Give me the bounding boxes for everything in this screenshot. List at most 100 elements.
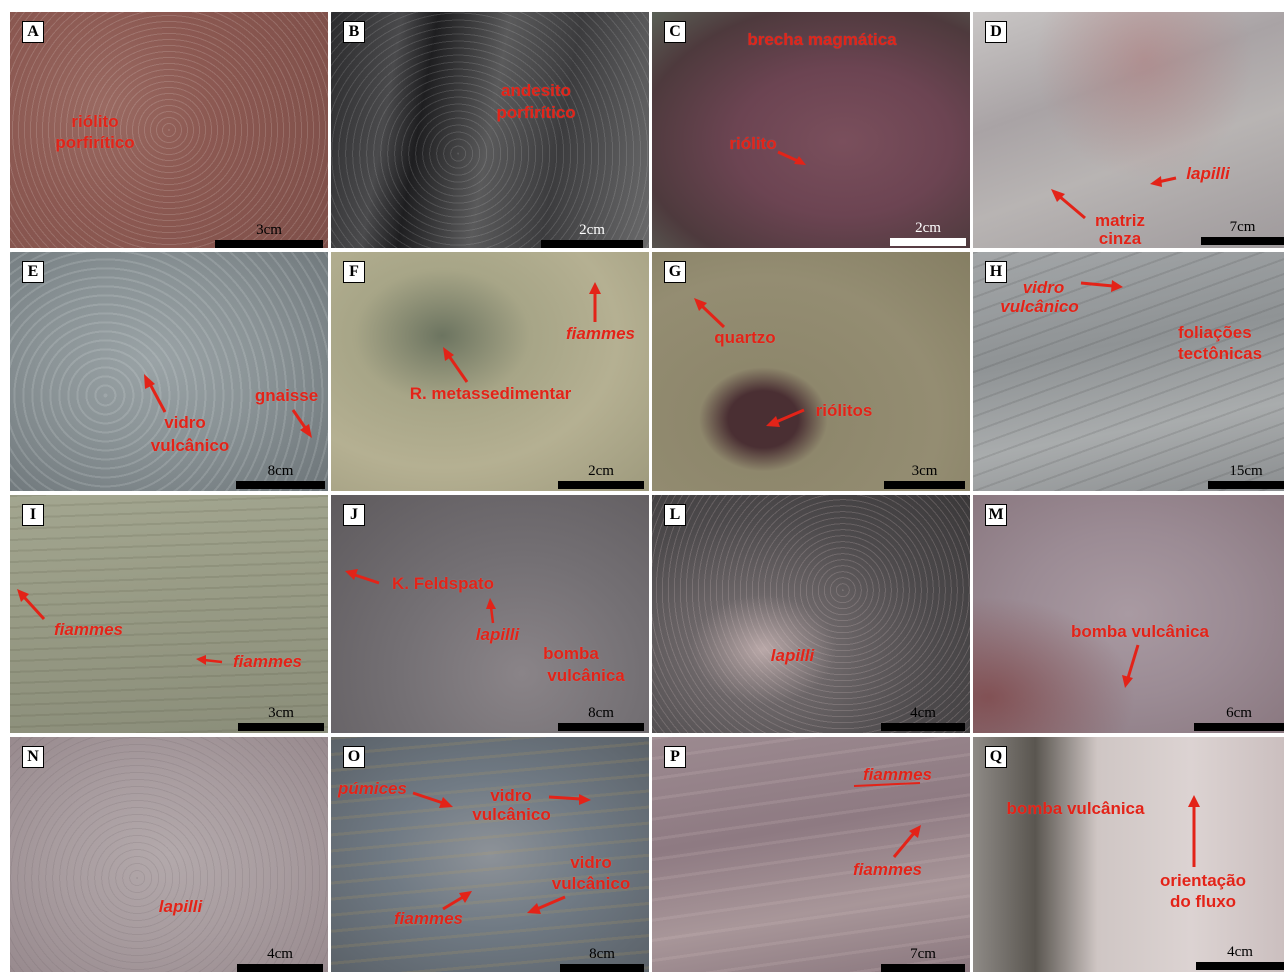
rock-photo (10, 12, 328, 248)
panel-letter: E (22, 261, 44, 283)
scale-bar: 3cm (884, 463, 965, 489)
label-lapilli: lapilli (158, 897, 203, 916)
panel-e: E vidro vulcânico gnaisse 8cm (10, 252, 328, 491)
panel-letter: G (664, 261, 686, 283)
label-k-feldspato: K. Feldspato (391, 574, 494, 593)
label-vidro: vidro (490, 786, 532, 805)
label-porfiritico: porfirítico (55, 133, 135, 152)
label-lapilli: lapilli (770, 646, 815, 665)
rock-photo (331, 12, 649, 248)
rock-photo (652, 252, 970, 491)
label-andesito: andesito (501, 81, 571, 100)
panel-letter: A (22, 21, 44, 43)
scale-bar: 8cm (558, 705, 644, 731)
label-vulcanico: vulcânico (551, 874, 631, 893)
rock-photo (10, 737, 328, 972)
panel-f: F fiammes R. metassedimentar 2cm (331, 252, 649, 491)
label-fiammes: fiammes (54, 620, 123, 639)
label-riolito: riólito (729, 134, 777, 153)
scale-bar: 3cm (238, 705, 324, 731)
panel-letter: L (664, 504, 686, 526)
label-fiammes: fiammes (863, 765, 932, 784)
rock-photo (331, 495, 649, 733)
panel-letter: M (985, 504, 1007, 526)
panel-letter: C (664, 21, 686, 43)
label-bomba: bomba (543, 644, 599, 663)
scale-bar: 8cm (560, 946, 644, 972)
panel-letter: N (22, 746, 44, 768)
label-brecha-magmatica: brecha magmática (747, 30, 897, 49)
label-gnaisse: gnaisse (254, 386, 319, 405)
scale-bar: 4cm (1196, 944, 1284, 970)
label-vulcanico: vulcânico (472, 805, 551, 824)
label-r-metassedimentar: R. metassedimentar (409, 384, 572, 403)
label-riolito: riólito (71, 112, 119, 131)
panel-b: B andesito porfirítico 2cm (331, 12, 649, 248)
panel-g: G quartzo riólitos 3cm (652, 252, 970, 491)
label-fiammes: fiammes (853, 860, 922, 879)
panel-c: C brecha magmática riólito 2cm (652, 12, 970, 248)
label-riolitos: riólitos (815, 401, 873, 420)
scale-bar: 2cm (890, 220, 966, 246)
panel-n: N lapilli 4cm (10, 737, 328, 972)
panel-letter: P (664, 746, 686, 768)
label-lapilli: lapilli (1186, 164, 1230, 183)
panel-letter: F (343, 261, 365, 283)
scale-bar: 7cm (1201, 219, 1284, 245)
panel-letter: O (343, 746, 365, 768)
label-fiammes: fiammes (394, 909, 463, 928)
label-vulcanico: vulcânico (1000, 297, 1079, 316)
scale-bar: 4cm (881, 705, 965, 731)
scale-bar: 3cm (215, 222, 323, 248)
panel-letter: D (985, 21, 1007, 43)
rock-photo (652, 737, 970, 972)
scale-bar: 7cm (881, 946, 965, 972)
rock-photo (652, 12, 970, 248)
label-matriz: matriz (1094, 211, 1146, 230)
panel-i: I fiammes fiammes 3cm (10, 495, 328, 733)
label-bomba-vulcanica: bomba vulcânica (1071, 622, 1209, 641)
label-cinza: cinza (1098, 229, 1142, 248)
label-fiammes: fiammes (566, 324, 635, 343)
label-porfiritico: porfirítico (496, 103, 576, 122)
panel-a: A riólito porfirítico 3cm (10, 12, 328, 248)
label-quartzo: quartzo (714, 328, 776, 347)
rock-photo (331, 252, 649, 491)
rock-photo (10, 495, 328, 733)
scale-bar: 4cm (237, 946, 323, 972)
panel-o: O púmices vidro vulcânico vidro vulcânic… (331, 737, 649, 972)
panel-letter: Q (985, 746, 1007, 768)
label-vidro: vidro (1022, 278, 1065, 297)
label-vidro: vidro (164, 413, 206, 432)
label-lapilli: lapilli (475, 625, 520, 644)
label-do-fluxo: do fluxo (1169, 892, 1237, 911)
label-fiammes: fiammes (233, 652, 302, 671)
label-pumices: púmices (338, 779, 407, 798)
rock-photo (652, 495, 970, 733)
label-orientacao: orientação (1160, 871, 1246, 890)
panel-m: M bomba vulcânica 6cm (973, 495, 1284, 733)
scale-bar: 15cm (1208, 463, 1284, 489)
panel-q: Q bomba vulcânica orientação do fluxo 4c… (973, 737, 1284, 972)
panel-p: P fiammes fiammes 7cm (652, 737, 970, 972)
label-vulcanica: vulcânica (547, 666, 625, 685)
panel-letter: B (343, 21, 365, 43)
panel-letter: H (985, 261, 1007, 283)
label-bomba-vulcanica: bomba vulcânica (1006, 799, 1145, 818)
rock-photo (973, 12, 1284, 248)
scale-bar: 2cm (558, 463, 644, 489)
panel-l: L lapilli 4cm (652, 495, 970, 733)
panel-j: J K. Feldspato lapilli bomba vulcânica 8… (331, 495, 649, 733)
label-tectonicas: tectônicas (1178, 344, 1263, 363)
scale-bar: 2cm (541, 222, 643, 248)
label-foliacoes: foliações (1178, 323, 1252, 342)
label-vulcanico: vulcânico (150, 436, 230, 455)
rock-photo (973, 252, 1284, 491)
rock-photo (10, 252, 328, 491)
rock-photo (973, 737, 1284, 972)
label-vidro: vidro (570, 853, 612, 872)
panel-letter: I (22, 504, 44, 526)
panel-h: H vidro vulcânico foliações tectônicas 1… (973, 252, 1284, 491)
scale-bar: 8cm (236, 463, 325, 489)
scale-bar: 6cm (1194, 705, 1284, 731)
